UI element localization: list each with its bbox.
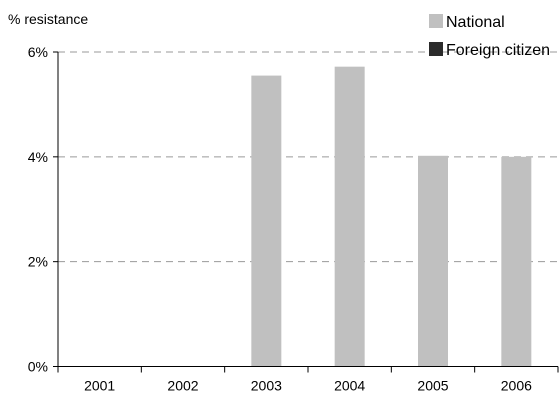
legend-swatch <box>429 14 443 28</box>
y-tick-label: 4% <box>28 149 48 165</box>
y-ticks: 0% 2% 4% 6% <box>28 44 58 375</box>
bar-national-2003 <box>251 75 282 367</box>
x-ticks: 2001 2002 2003 2004 2005 2006 <box>57 366 559 394</box>
bar-national-2005 <box>418 155 448 367</box>
bar-national-2006 <box>501 156 532 367</box>
bar-national-2004 <box>334 66 365 367</box>
legend: National Foreign citizen <box>429 14 550 59</box>
x-tick-label: 2005 <box>417 378 448 394</box>
legend-label: Foreign citizen <box>446 42 550 59</box>
y-axis-title: % resistance <box>8 11 88 27</box>
x-tick-label: 2001 <box>84 378 115 394</box>
legend-label: National <box>446 14 505 31</box>
y-tick-label: 2% <box>28 254 48 270</box>
y-tick-label: 0% <box>28 359 48 375</box>
y-tick-label: 6% <box>28 44 48 60</box>
x-tick-label: 2006 <box>501 378 532 394</box>
x-tick-label: 2003 <box>251 378 282 394</box>
gridlines <box>58 51 558 263</box>
x-tick-label: 2004 <box>334 378 365 394</box>
bars <box>251 66 532 367</box>
x-tick-label: 2002 <box>167 378 198 394</box>
legend-swatch <box>429 42 443 56</box>
